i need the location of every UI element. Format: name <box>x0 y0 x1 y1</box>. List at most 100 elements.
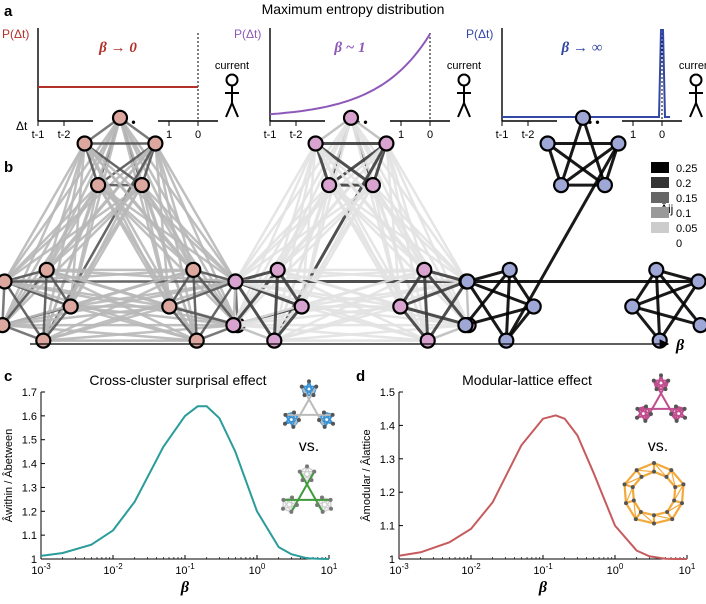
edge <box>372 184 468 283</box>
edge <box>232 142 317 326</box>
network-node <box>266 332 283 349</box>
tick-label: 0 <box>195 129 201 141</box>
chart-d: 1 1.1 1.2 1.3 1.4 1.5 10-3 10-2 10-1 100 101 β Âmodu… <box>360 373 696 596</box>
network-node <box>416 261 433 278</box>
network-node <box>539 135 556 152</box>
panel-label-d: d <box>356 368 365 385</box>
y-tick-label: 1.5 <box>380 387 395 399</box>
edge <box>154 142 239 326</box>
x-tick-label: 100 <box>607 562 624 577</box>
inset-edge <box>653 514 673 520</box>
network-node <box>457 317 474 334</box>
edge <box>314 142 468 283</box>
inset-node <box>315 502 320 507</box>
edge <box>631 280 700 308</box>
edge <box>140 184 195 271</box>
inset-edge <box>673 487 677 501</box>
edge <box>3 142 86 283</box>
edge <box>45 184 100 271</box>
series-line <box>398 414 687 560</box>
edge <box>118 117 237 283</box>
y-tick-label: 1.4 <box>22 459 37 471</box>
network-node <box>111 109 129 126</box>
network-node <box>525 298 542 315</box>
tick-label: t-1 <box>264 129 277 141</box>
edge <box>277 268 401 308</box>
edge <box>69 143 86 307</box>
network-node <box>690 273 706 290</box>
inset-edge <box>282 499 292 513</box>
leg-left <box>457 102 465 118</box>
inset-vs-label: vs. <box>648 438 668 455</box>
inset-node <box>302 393 307 398</box>
inset-edge <box>680 484 685 504</box>
edge <box>314 142 402 308</box>
x-axis-label: β <box>180 579 190 596</box>
edge <box>423 268 470 327</box>
edge <box>559 117 585 186</box>
network-node <box>0 273 13 290</box>
edge <box>3 280 45 342</box>
inset-node <box>321 410 326 415</box>
inset-edge <box>632 499 642 513</box>
inset-edge <box>653 461 672 472</box>
panel-label-c: c <box>4 368 12 385</box>
network-node <box>498 332 515 349</box>
edge <box>631 305 701 327</box>
network-node <box>0 317 11 334</box>
inset-node <box>319 495 324 500</box>
inset-node <box>281 497 286 502</box>
edge <box>154 143 171 307</box>
inset-vs-label: vs. <box>299 438 319 455</box>
inset-node <box>312 469 317 474</box>
inset-node <box>634 468 639 473</box>
tick-label: 1 <box>166 129 172 141</box>
inset-edge <box>653 462 667 478</box>
edge <box>273 268 425 342</box>
network-2 <box>225 109 477 349</box>
tick-label: 0 <box>427 129 433 141</box>
inset-edge <box>323 414 334 428</box>
edge <box>301 268 425 308</box>
edge <box>4 280 170 308</box>
edge <box>4 268 194 283</box>
edge <box>426 280 468 342</box>
inset-node <box>631 498 636 503</box>
head <box>689 73 703 87</box>
inset-edge <box>623 484 628 504</box>
network-node <box>342 109 360 126</box>
edge <box>399 280 468 308</box>
y-tick-label: 1.7 <box>22 387 37 399</box>
inset-node <box>638 510 643 515</box>
inset-node <box>305 464 309 469</box>
inset-node <box>634 415 639 420</box>
inset-node <box>673 404 678 409</box>
inset-node <box>644 404 649 409</box>
y-tick-label: 1.1 <box>380 521 395 533</box>
edge <box>45 184 143 271</box>
network-node <box>596 177 614 194</box>
panel-b <box>0 109 706 349</box>
inset-node <box>283 412 288 417</box>
x-tick-label: 10-1 <box>533 562 553 577</box>
inset-node <box>292 410 297 415</box>
edge <box>70 305 198 342</box>
tick-label: t-2 <box>58 129 71 141</box>
network-node <box>133 177 150 194</box>
edge <box>46 268 236 283</box>
edge <box>654 269 662 341</box>
network-node <box>161 298 178 315</box>
edge <box>45 142 157 271</box>
inset-edge <box>631 476 643 488</box>
network-node <box>293 298 310 315</box>
tick-label: 1 <box>398 129 404 141</box>
beta-label: β → ∞ <box>561 40 603 56</box>
network-node <box>185 261 202 278</box>
network-node <box>501 261 518 278</box>
legend: 0.25 0.2 0.15 0.1 0.05 0 <box>651 162 697 250</box>
edge <box>272 269 280 341</box>
inset-node <box>652 513 656 518</box>
inset-edge <box>623 469 638 486</box>
edge <box>300 143 317 307</box>
edge <box>273 280 467 342</box>
